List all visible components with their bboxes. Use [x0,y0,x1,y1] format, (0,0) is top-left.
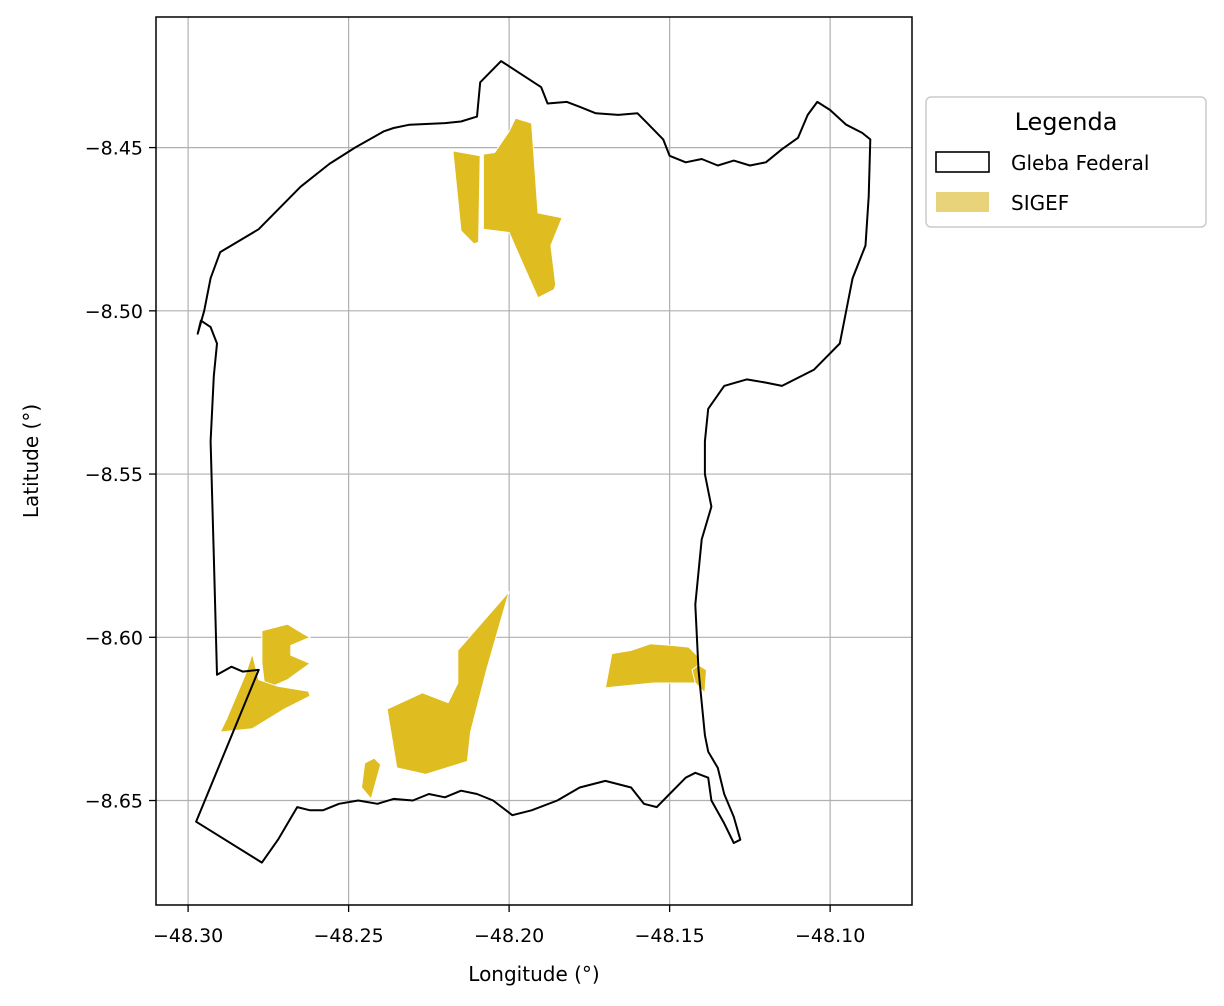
sigef-parcel [386,591,510,775]
legend-sigef-swatch [936,192,989,212]
legend-box [925,96,1207,228]
x-tick-label: −48.15 [634,925,704,947]
y-tick-label: −8.65 [85,791,143,813]
legend-gleba-swatch [935,151,990,173]
sigef-parcel [482,117,563,299]
legend-gleba-label: Gleba Federal [1011,151,1149,175]
y-tick-label: −8.60 [85,627,143,649]
sigef-parcel [361,757,382,800]
sigef-parcel [219,653,311,733]
y-tick-label: −8.50 [85,301,143,323]
axis-ticks: −48.30 −48.25 −48.20 −48.15 −48.10 −8.45 −8.50… [85,138,866,947]
y-tick-label: −8.55 [85,464,143,486]
x-tick-label: −48.25 [313,925,383,947]
x-tick-label: −48.30 [153,925,223,947]
legend-title: Legenda [1015,108,1118,136]
x-axis-label: Longitude (°) [468,962,599,986]
sigef-parcel [452,150,481,245]
y-tick-label: −8.45 [85,138,143,160]
legend: Legenda Gleba Federal SIGEF [925,96,1207,228]
gleba-federal-outline [195,60,872,864]
sigef-parcel [261,623,311,690]
gleba-federal-boundary [195,60,872,864]
x-tick-label: −48.10 [795,925,865,947]
sigef-polygons [219,117,707,800]
plot-area-frame [155,16,913,906]
legend-sigef-label: SIGEF [1011,191,1069,215]
y-axis-label: Latitude (°) [19,404,43,518]
x-tick-label: −48.20 [474,925,544,947]
